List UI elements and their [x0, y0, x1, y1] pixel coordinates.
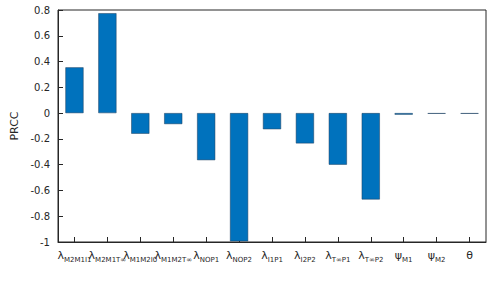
svg-text:I1P1: I1P1 — [268, 256, 283, 264]
svg-text:λ: λ — [294, 249, 301, 262]
svg-text:λ: λ — [193, 249, 200, 262]
svg-text:M1M2I0: M1M2I0 — [130, 256, 158, 264]
svg-text:M1: M1 — [402, 256, 413, 264]
svg-text:θ: θ — [466, 249, 473, 262]
svg-text:PRCC: PRCC — [8, 111, 21, 140]
svg-text:ψ: ψ — [395, 249, 402, 262]
svg-text:0.4: 0.4 — [34, 56, 50, 67]
svg-text:NOP1: NOP1 — [200, 256, 219, 264]
svg-text:T∞P2: T∞P2 — [364, 256, 384, 264]
svg-text:λ: λ — [57, 249, 64, 262]
svg-text:λ: λ — [358, 249, 365, 262]
svg-text:I2P2: I2P2 — [301, 256, 316, 264]
svg-text:M2M1I1: M2M1I1 — [64, 256, 92, 264]
svg-text:M2: M2 — [435, 256, 446, 264]
svg-text:λ: λ — [226, 249, 233, 262]
svg-text:-0.2: -0.2 — [30, 133, 50, 144]
svg-text:λ: λ — [261, 249, 268, 262]
svg-text:λ: λ — [154, 249, 161, 262]
svg-text:ψ: ψ — [428, 249, 435, 262]
svg-text:λ: λ — [123, 249, 130, 262]
svg-text:M1M2T∞: M1M2T∞ — [161, 256, 192, 264]
svg-text:-0.6: -0.6 — [30, 185, 50, 196]
svg-text:λ: λ — [325, 249, 332, 262]
svg-text:0.2: 0.2 — [34, 82, 50, 93]
svg-text:NOP2: NOP2 — [233, 256, 252, 264]
svg-text:0.8: 0.8 — [34, 5, 50, 16]
svg-text:λ: λ — [88, 249, 96, 262]
svg-text:0: 0 — [44, 108, 50, 119]
svg-text:-0.4: -0.4 — [30, 159, 50, 170]
svg-text:-0.8: -0.8 — [30, 211, 50, 222]
svg-text:0.6: 0.6 — [34, 30, 50, 41]
svg-text:M2M1T∞: M2M1T∞ — [95, 256, 126, 264]
svg-text:T∞P1: T∞P1 — [331, 256, 351, 264]
svg-text:-1: -1 — [40, 237, 50, 248]
